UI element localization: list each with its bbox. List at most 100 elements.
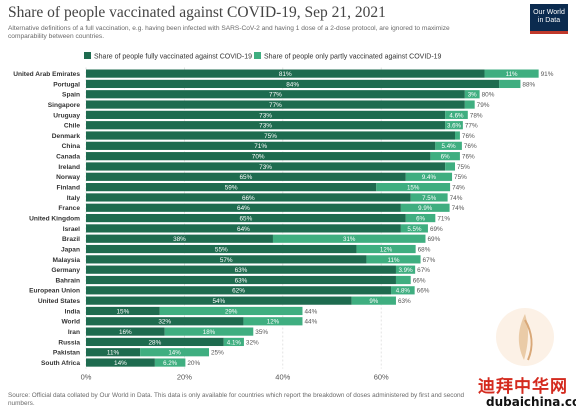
bar-fully-vaccinated bbox=[86, 69, 485, 78]
bar-fully-vaccinated bbox=[86, 79, 500, 89]
logo-line-2: in Data bbox=[537, 17, 561, 24]
bar-fully-vaccinated bbox=[86, 224, 401, 233]
bar-fully-vaccinated bbox=[86, 255, 367, 264]
bar-row[interactable]: Italy 66% 7.5% 74% bbox=[67, 193, 463, 202]
value-label-partly: 4.1% bbox=[227, 339, 242, 346]
value-label-partly: 3.9% bbox=[398, 267, 413, 274]
bar-row[interactable]: India 15% 29% 44% bbox=[65, 306, 318, 316]
total-label: 66% bbox=[417, 288, 430, 295]
bar-fully-vaccinated bbox=[86, 100, 465, 109]
bar-row[interactable]: Chile 73% 3.6% 77% bbox=[64, 121, 478, 130]
value-label-partly: 4.8% bbox=[396, 288, 411, 295]
value-label-fully: 55% bbox=[215, 246, 228, 253]
bar-row[interactable]: Pakistan 11% 14% 25% bbox=[53, 348, 224, 357]
bar-partly-vaccinated bbox=[405, 213, 436, 223]
category-label: Finland bbox=[57, 185, 80, 192]
category-label: Chile bbox=[64, 123, 80, 130]
value-label-partly: 31% bbox=[343, 236, 356, 243]
total-label: 74% bbox=[452, 185, 465, 192]
value-label-fully: 63% bbox=[235, 277, 248, 284]
bar-fully-vaccinated bbox=[86, 265, 396, 274]
bar-fully-vaccinated bbox=[86, 244, 357, 254]
bar-row[interactable]: Bahrain 63% 66% bbox=[55, 275, 426, 285]
bar-row[interactable]: Spain 77% 3% 80% bbox=[62, 90, 495, 99]
bar-fully-vaccinated bbox=[86, 152, 431, 161]
value-label-fully: 73% bbox=[259, 123, 272, 130]
watermark-chinese: 迪拜中华网 bbox=[478, 377, 568, 397]
x-tick-label: 0% bbox=[81, 373, 92, 382]
category-label: United Arab Emirates bbox=[13, 71, 80, 78]
bar-row[interactable]: Norway 65% 9.4% 75% bbox=[56, 172, 467, 182]
bar-row[interactable]: China 71% 5.4% 76% bbox=[62, 141, 477, 151]
value-label-partly: 15% bbox=[407, 185, 420, 192]
value-label-fully: 38% bbox=[173, 236, 186, 243]
value-label-fully: 16% bbox=[119, 329, 132, 336]
legend-swatch-fully bbox=[84, 52, 91, 59]
bar-row[interactable]: United Arab Emirates 81% 11% 91% bbox=[13, 69, 554, 79]
bar-row[interactable]: Brazil 38% 31% 69% bbox=[62, 234, 441, 244]
value-label-partly: 9.4% bbox=[422, 174, 437, 181]
bar-row[interactable]: Iran 16% 18% 35% bbox=[68, 327, 268, 337]
category-label: Singapore bbox=[48, 102, 81, 109]
bar-row[interactable]: Ireland 73% 75% bbox=[58, 162, 470, 171]
value-label-partly: 6% bbox=[416, 215, 425, 222]
total-label: 44% bbox=[304, 319, 317, 326]
category-label: Israel bbox=[63, 226, 80, 233]
bar-row[interactable]: Germany 63% 3.9% 67% bbox=[51, 265, 430, 275]
x-tick-label: 60% bbox=[374, 373, 389, 382]
value-label-fully: 77% bbox=[269, 102, 282, 109]
value-label-partly: 11% bbox=[506, 71, 518, 78]
total-label: 44% bbox=[304, 308, 317, 315]
bar-row[interactable]: South Africa 14% 6.2% 20% bbox=[41, 358, 200, 367]
bar-partly-vaccinated bbox=[159, 306, 303, 316]
value-label-fully: 73% bbox=[259, 164, 272, 171]
bar-row[interactable]: Japan 55% 12% 68% bbox=[61, 244, 431, 254]
bar-row[interactable]: Denmark 75% 76% bbox=[52, 131, 475, 140]
chart-title: Share of people vaccinated against COVID… bbox=[8, 4, 386, 21]
value-label-partly: 7.5% bbox=[422, 195, 437, 202]
bar-partly-vaccinated bbox=[430, 152, 460, 161]
bar-row[interactable]: World 32% 12% 44% bbox=[61, 317, 318, 326]
bar-row[interactable]: Russia 28% 4.1% 32% bbox=[58, 337, 259, 347]
owid-logo[interactable]: Our World in Data bbox=[530, 4, 568, 34]
bar-partly-vaccinated bbox=[243, 317, 303, 326]
bar-row[interactable]: Canada 70% 6% 76% bbox=[56, 152, 475, 161]
x-axis-ticks: 0% 20% 40% 60% bbox=[81, 373, 389, 382]
category-label: Spain bbox=[62, 92, 80, 99]
total-label: 67% bbox=[417, 267, 430, 274]
total-label: 77% bbox=[465, 123, 478, 130]
bar-row[interactable]: Portugal 84% 88% bbox=[53, 79, 536, 89]
bar-partly-vaccinated bbox=[445, 110, 468, 119]
bar-partly-vaccinated bbox=[464, 100, 475, 109]
value-label-fully: 62% bbox=[232, 288, 245, 295]
bar-partly-vaccinated bbox=[140, 348, 209, 357]
bar-row[interactable]: Israel 64% 5.5% 69% bbox=[63, 224, 443, 233]
bar-row[interactable]: United States 54% 9% 63% bbox=[38, 296, 411, 306]
category-label: Russia bbox=[58, 339, 80, 346]
bar-row[interactable]: Finland 59% 15% 74% bbox=[57, 183, 466, 192]
bar-row[interactable]: United Kingdom 65% 6% 71% bbox=[29, 213, 450, 223]
bar-partly-vaccinated bbox=[154, 358, 186, 367]
bars-group: United Arab Emirates 81% 11% 91% Portugal 84%… bbox=[13, 69, 554, 367]
bar-row[interactable]: Uruguay 73% 4.6% 78% bbox=[53, 110, 483, 120]
value-label-fully: 57% bbox=[220, 257, 233, 264]
value-label-fully: 14% bbox=[114, 360, 127, 367]
bar-row[interactable]: Singapore 77% 79% bbox=[48, 100, 490, 109]
category-label: France bbox=[58, 205, 80, 212]
bar-partly-vaccinated bbox=[455, 131, 460, 140]
bar-partly-vaccinated bbox=[499, 79, 521, 89]
total-label: 75% bbox=[454, 174, 467, 181]
bar-fully-vaccinated bbox=[86, 172, 406, 181]
value-label-partly: 14% bbox=[168, 350, 181, 357]
total-label: 35% bbox=[255, 329, 268, 336]
bar-partly-vaccinated bbox=[395, 265, 416, 274]
category-label: Norway bbox=[56, 174, 80, 181]
bar-partly-vaccinated bbox=[223, 337, 244, 347]
bar-row[interactable]: France 64% 9.9% 74% bbox=[58, 203, 465, 213]
bar-partly-vaccinated bbox=[356, 244, 416, 254]
bar-fully-vaccinated bbox=[86, 121, 446, 130]
value-label-fully: 28% bbox=[148, 339, 161, 346]
bar-fully-vaccinated bbox=[86, 234, 273, 243]
bar-row[interactable]: European Union 62% 4.8% 66% bbox=[29, 286, 430, 295]
bar-row[interactable]: Malaysia 57% 11% 67% bbox=[53, 255, 436, 264]
